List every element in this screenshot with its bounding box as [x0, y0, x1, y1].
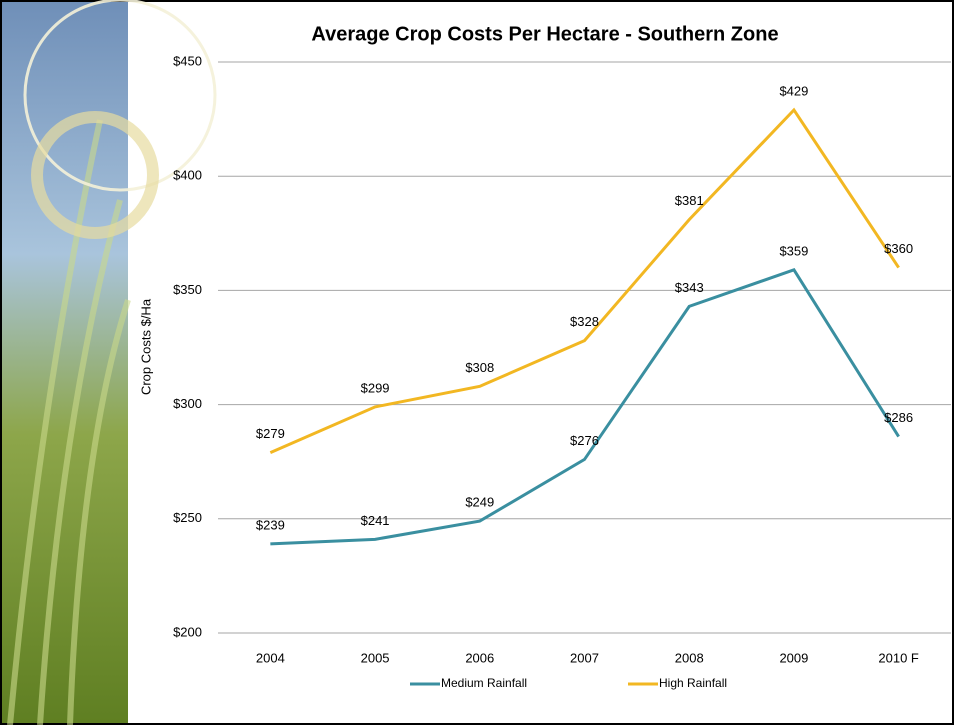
data-label: $276 — [570, 433, 599, 448]
decor-ring — [31, 111, 159, 239]
legend-label: High Rainfall — [659, 676, 727, 690]
y-tick-label: $200 — [173, 624, 202, 639]
y-tick-label: $450 — [173, 53, 202, 68]
data-label: $343 — [675, 280, 704, 295]
data-label: $239 — [256, 517, 285, 532]
x-tick-label: 2005 — [361, 650, 390, 665]
chart-title: Average Crop Costs Per Hectare - Souther… — [311, 23, 778, 45]
y-tick-label: $250 — [173, 510, 202, 525]
y-tick-label: $400 — [173, 168, 202, 183]
data-label: $286 — [884, 410, 913, 425]
x-tick-label: 2004 — [256, 650, 285, 665]
y-axis-label: Crop Costs $/Ha — [138, 298, 153, 395]
y-tick-label: $300 — [173, 396, 202, 411]
line-series — [270, 268, 900, 546]
data-label: $308 — [465, 360, 494, 375]
data-label: $359 — [779, 243, 808, 258]
y-tick-label: $350 — [173, 282, 202, 297]
x-tick-label: 2009 — [779, 650, 808, 665]
data-label: $429 — [779, 83, 808, 98]
data-label: $381 — [675, 193, 704, 208]
data-label: $299 — [361, 380, 390, 395]
data-label: $328 — [570, 314, 599, 329]
x-tick-label: 2010 F — [878, 650, 919, 665]
decor-ring — [23, 0, 217, 192]
legend-label: Medium Rainfall — [441, 676, 527, 690]
decor-grass — [7, 119, 131, 725]
x-tick-label: 2008 — [675, 650, 704, 665]
line-series — [269, 107, 900, 454]
data-label: $279 — [256, 426, 285, 441]
x-tick-label: 2006 — [465, 650, 494, 665]
x-tick-label: 2007 — [570, 650, 599, 665]
data-label: $249 — [465, 495, 494, 510]
data-label: $241 — [361, 513, 390, 528]
data-label: $360 — [884, 241, 913, 256]
